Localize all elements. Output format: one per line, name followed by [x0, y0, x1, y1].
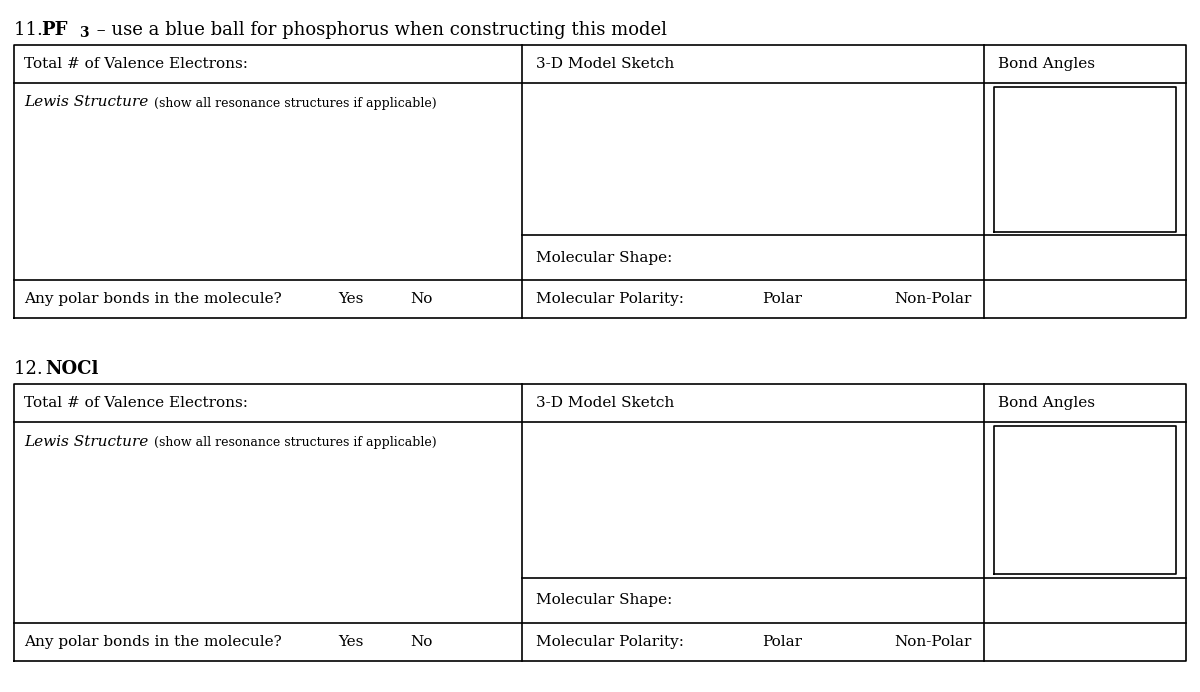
Text: 12.: 12.	[14, 360, 49, 378]
Text: PF: PF	[41, 21, 67, 39]
Text: NOCl: NOCl	[46, 360, 98, 378]
Text: Any polar bonds in the molecule?: Any polar bonds in the molecule?	[24, 292, 282, 307]
Text: Non-Polar: Non-Polar	[894, 292, 971, 307]
Text: Molecular Polarity:: Molecular Polarity:	[536, 635, 684, 649]
Text: Molecular Shape:: Molecular Shape:	[536, 593, 673, 608]
Text: Bond Angles: Bond Angles	[998, 396, 1096, 410]
Text: Polar: Polar	[762, 292, 802, 307]
Text: Non-Polar: Non-Polar	[894, 635, 971, 649]
Text: Yes: Yes	[338, 635, 364, 649]
Text: 3: 3	[79, 26, 89, 40]
Text: Polar: Polar	[762, 635, 802, 649]
Text: Yes: Yes	[338, 292, 364, 307]
Text: Molecular Polarity:: Molecular Polarity:	[536, 292, 684, 307]
Text: Lewis Structure: Lewis Structure	[24, 435, 149, 448]
Text: No: No	[410, 292, 433, 307]
Text: Molecular Shape:: Molecular Shape:	[536, 251, 673, 265]
Text: Total # of Valence Electrons:: Total # of Valence Electrons:	[24, 396, 248, 410]
Text: 11.: 11.	[14, 21, 49, 39]
Text: 3-D Model Sketch: 3-D Model Sketch	[536, 396, 674, 410]
Text: Lewis Structure: Lewis Structure	[24, 95, 149, 109]
Text: (show all resonance structures if applicable): (show all resonance structures if applic…	[150, 97, 437, 110]
Text: Bond Angles: Bond Angles	[998, 57, 1096, 71]
Text: Total # of Valence Electrons:: Total # of Valence Electrons:	[24, 57, 248, 71]
Text: – use a blue ball for phosphorus when constructing this model: – use a blue ball for phosphorus when co…	[91, 21, 667, 39]
Text: No: No	[410, 635, 433, 649]
Text: Any polar bonds in the molecule?: Any polar bonds in the molecule?	[24, 635, 282, 649]
Text: (show all resonance structures if applicable): (show all resonance structures if applic…	[150, 436, 437, 449]
Text: 3-D Model Sketch: 3-D Model Sketch	[536, 57, 674, 71]
